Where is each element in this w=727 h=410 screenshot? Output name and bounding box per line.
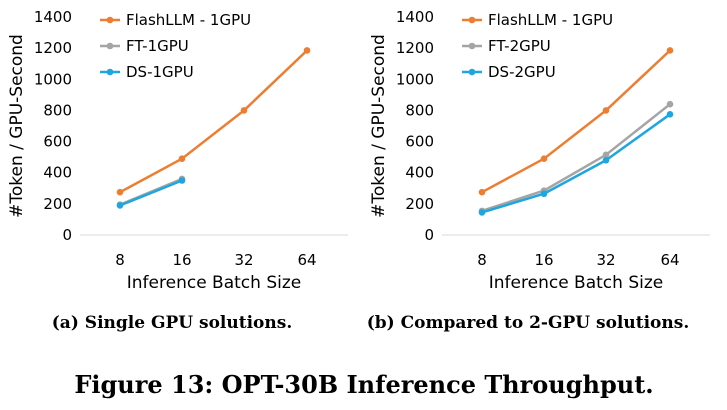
series-2 xyxy=(478,111,674,216)
chart-panel-b: #Token / GPU-Second Inference Batch Size… xyxy=(367,8,710,333)
legend-item: DS-2GPU xyxy=(462,63,556,81)
y-tick-labels: 0 200 400 600 800 1000 1200 1400 xyxy=(34,8,72,244)
chart-panel-a: #Token / GPU-Second Inference Batch Size… xyxy=(7,8,348,333)
series-line xyxy=(119,179,183,207)
data-point xyxy=(303,47,311,54)
x-tick-label: 32 xyxy=(234,251,253,269)
series-line xyxy=(119,49,308,194)
x-tick-label: 64 xyxy=(297,251,316,269)
data-point xyxy=(478,188,486,196)
legend-label: FlashLLM - 1GPU xyxy=(126,11,251,29)
y-tick-label: 0 xyxy=(62,226,72,244)
subfigure-caption: (b) Compared to 2-GPU solutions. xyxy=(367,313,690,333)
series-line xyxy=(481,49,671,194)
x-tick-label: 32 xyxy=(596,251,615,269)
data-point xyxy=(116,202,124,209)
plot-area xyxy=(478,47,674,216)
subfigure-caption: (a) Single GPU solutions. xyxy=(52,313,292,333)
legend: FlashLLM - 1GPU FT-2GPU DS-2GPU xyxy=(462,11,613,81)
data-point xyxy=(478,209,486,216)
legend-swatch-marker xyxy=(106,16,114,24)
series-line xyxy=(481,113,671,214)
y-tick-label: 1000 xyxy=(396,70,434,88)
y-tick-label: 1200 xyxy=(396,39,434,57)
y-tick-label: 1400 xyxy=(34,8,72,26)
data-point xyxy=(666,100,674,108)
x-tick-label: 16 xyxy=(172,251,191,269)
plot-area xyxy=(116,47,311,209)
x-tick-label: 16 xyxy=(534,251,553,269)
x-tick-labels: 8 16 32 64 xyxy=(115,251,316,269)
data-point xyxy=(602,107,610,114)
legend-swatch-marker xyxy=(468,42,476,50)
y-tick-labels: 0 200 400 600 800 1000 1200 1400 xyxy=(396,8,434,244)
legend-label: DS-1GPU xyxy=(126,63,194,81)
y-axis-label: #Token / GPU-Second xyxy=(7,34,27,218)
legend: FlashLLM - 1GPU FT-1GPU DS-1GPU xyxy=(100,11,251,81)
data-point xyxy=(178,177,186,184)
legend-swatch-marker xyxy=(106,42,114,50)
legend-label: FT-2GPU xyxy=(488,37,551,55)
y-tick-label: 800 xyxy=(43,101,72,119)
series-2 xyxy=(116,177,186,209)
legend-swatch-marker xyxy=(468,68,476,76)
data-point xyxy=(116,188,124,196)
y-tick-label: 400 xyxy=(405,164,434,182)
x-axis-label: Inference Batch Size xyxy=(127,273,301,293)
legend-item: FT-2GPU xyxy=(462,37,551,55)
series-0 xyxy=(478,47,674,196)
y-tick-label: 0 xyxy=(424,226,434,244)
series-0 xyxy=(116,47,311,196)
legend-item: FlashLLM - 1GPU xyxy=(462,11,613,29)
data-point xyxy=(178,155,186,162)
figure-caption: Figure 13: OPT-30B Inference Throughput. xyxy=(74,370,653,399)
legend-label: DS-2GPU xyxy=(488,63,556,81)
y-tick-label: 200 xyxy=(405,195,434,213)
series-1 xyxy=(478,100,674,215)
legend-item: FT-1GPU xyxy=(100,37,189,55)
x-tick-label: 8 xyxy=(477,251,487,269)
legend-label: FT-1GPU xyxy=(126,37,189,55)
y-tick-label: 1200 xyxy=(34,39,72,57)
data-point xyxy=(540,190,548,198)
x-tick-labels: 8 16 32 64 xyxy=(477,251,679,269)
series-line xyxy=(481,103,671,213)
y-tick-label: 200 xyxy=(43,195,72,213)
legend-item: FlashLLM - 1GPU xyxy=(100,11,251,29)
data-point xyxy=(240,107,248,114)
data-point xyxy=(666,111,674,118)
y-tick-label: 400 xyxy=(43,164,72,182)
x-tick-label: 8 xyxy=(115,251,125,269)
data-point xyxy=(602,151,610,159)
y-tick-label: 1400 xyxy=(396,8,434,26)
y-tick-label: 600 xyxy=(405,133,434,151)
y-tick-label: 800 xyxy=(405,101,434,119)
y-axis-label: #Token / GPU-Second xyxy=(369,34,389,218)
data-point xyxy=(602,156,610,164)
legend-item: DS-1GPU xyxy=(100,63,194,81)
y-tick-label: 600 xyxy=(43,133,72,151)
data-point xyxy=(666,47,674,54)
x-tick-label: 64 xyxy=(660,251,679,269)
legend-label: FlashLLM - 1GPU xyxy=(488,11,613,29)
legend-swatch-marker xyxy=(106,68,114,76)
legend-swatch-marker xyxy=(468,16,476,24)
x-axis-label: Inference Batch Size xyxy=(489,273,663,293)
data-point xyxy=(540,155,548,162)
y-tick-label: 1000 xyxy=(34,70,72,88)
